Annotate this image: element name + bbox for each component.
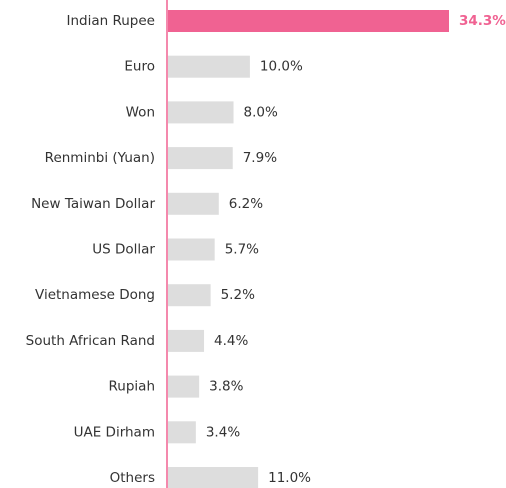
category-label: New Taiwan Dollar xyxy=(31,196,155,212)
value-label: 10.0% xyxy=(260,59,303,75)
bar xyxy=(168,375,200,398)
category-label: Renminbi (Yuan) xyxy=(45,150,155,166)
category-label: UAE Dirham xyxy=(74,424,155,440)
value-label: 8.0% xyxy=(244,104,278,120)
bar xyxy=(168,284,211,307)
value-label: 5.2% xyxy=(221,287,255,303)
category-label: Indian Rupee xyxy=(67,13,156,29)
bar xyxy=(168,101,234,124)
category-label: Vietnamese Dong xyxy=(35,287,155,303)
bar xyxy=(168,55,250,78)
bar xyxy=(168,329,205,352)
value-label: 3.4% xyxy=(206,424,240,440)
category-label: Won xyxy=(126,104,155,120)
value-label: 34.3% xyxy=(459,13,506,29)
category-label: US Dollar xyxy=(92,242,155,258)
category-label: Others xyxy=(110,470,155,486)
category-label: Euro xyxy=(124,59,155,75)
value-label: 3.8% xyxy=(209,379,243,395)
bar xyxy=(168,192,219,215)
bar xyxy=(168,238,215,261)
value-label: 7.9% xyxy=(243,150,277,166)
value-label: 5.7% xyxy=(225,242,259,258)
value-label: 6.2% xyxy=(229,196,263,212)
bar xyxy=(168,467,259,488)
value-label: 4.4% xyxy=(214,333,248,349)
value-label: 11.0% xyxy=(268,470,311,486)
category-label: Rupiah xyxy=(109,379,155,395)
bar xyxy=(168,147,233,170)
bar xyxy=(168,421,196,444)
category-label: South African Rand xyxy=(26,333,155,349)
bar xyxy=(168,10,449,32)
